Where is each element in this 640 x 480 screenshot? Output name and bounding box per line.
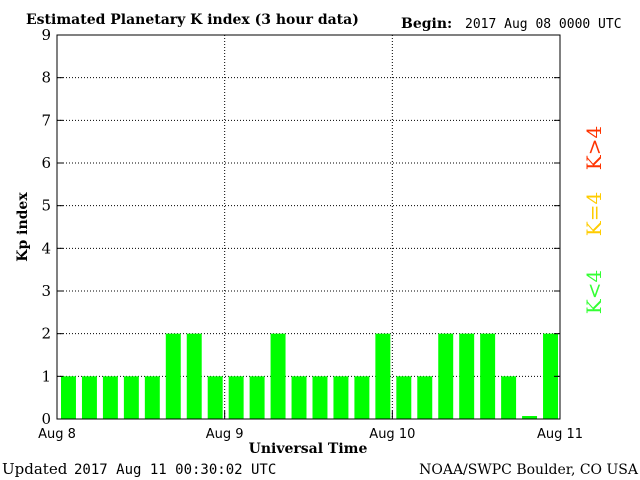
updated-label: Updated	[2, 460, 68, 478]
y-axis-label: Kp index	[15, 192, 31, 262]
y-tick-label: 9	[41, 26, 51, 44]
y-tick-labels: 0 1 2 3 4 5 6 7 8 9	[41, 26, 51, 428]
x-tick-labels: Aug 8 Aug 9 Aug 10 Aug 11	[38, 427, 583, 442]
bar-series	[61, 333, 558, 419]
axis-ticks	[56, 34, 561, 420]
kp-bar	[186, 333, 202, 419]
credit-text: NOAA/SWPC Boulder, CO USA	[419, 462, 639, 478]
kp-bar	[228, 376, 244, 419]
kp-bar	[459, 333, 475, 419]
kp-bar	[207, 376, 223, 419]
kp-bar	[501, 376, 517, 419]
grid-lines	[57, 35, 560, 419]
kp-bar	[270, 333, 286, 419]
plot-frame	[56, 34, 561, 420]
y-tick-label: 2	[41, 325, 51, 343]
x-tick-label: Aug 9	[206, 427, 244, 442]
kp-bar	[312, 376, 328, 419]
kp-bar	[123, 376, 139, 419]
x-tick-label: Aug 10	[369, 427, 415, 442]
y-tick-label: 7	[41, 111, 51, 129]
legend-entry: K<4	[582, 270, 606, 314]
y-tick-label: 1	[41, 367, 51, 385]
kp-bar	[165, 333, 181, 419]
x-tick-label: Aug 11	[537, 427, 583, 442]
kp-bar	[375, 333, 391, 419]
legend-entry: K=4	[582, 192, 606, 236]
updated-value: 2017 Aug 11 00:30:02 UTC	[74, 462, 276, 478]
y-tick-label: 5	[41, 197, 51, 215]
kp-bar	[81, 376, 97, 419]
kp-bar	[417, 376, 433, 419]
begin-value: 2017 Aug 08 0000 UTC	[465, 17, 622, 32]
y-tick-label: 6	[41, 154, 51, 172]
kp-bar	[102, 376, 118, 419]
plot-area	[56, 34, 561, 420]
kp-bar	[396, 376, 412, 419]
begin-label: Begin:	[401, 16, 452, 32]
kp-bar	[522, 416, 538, 419]
kp-bar	[438, 333, 454, 419]
kp-bar	[480, 333, 496, 419]
legend-entry: K>4	[582, 126, 606, 170]
x-tick-label: Aug 8	[38, 427, 76, 442]
kp-bar	[291, 376, 307, 419]
y-tick-label: 3	[41, 282, 51, 300]
y-tick-label: 8	[41, 69, 51, 87]
y-tick-label: 0	[41, 410, 51, 428]
y-tick-label: 4	[41, 239, 51, 257]
kp-bar	[249, 376, 265, 419]
legend: K<4 K=4 K>4	[582, 126, 606, 314]
kp-bar	[61, 376, 76, 419]
kp-bar	[543, 333, 558, 419]
chart-title: Estimated Planetary K index (3 hour data…	[26, 12, 359, 28]
kp-bar	[144, 376, 160, 419]
x-axis-label: Universal Time	[249, 441, 368, 457]
kp-bar	[333, 376, 349, 419]
kp-bar	[354, 376, 370, 419]
